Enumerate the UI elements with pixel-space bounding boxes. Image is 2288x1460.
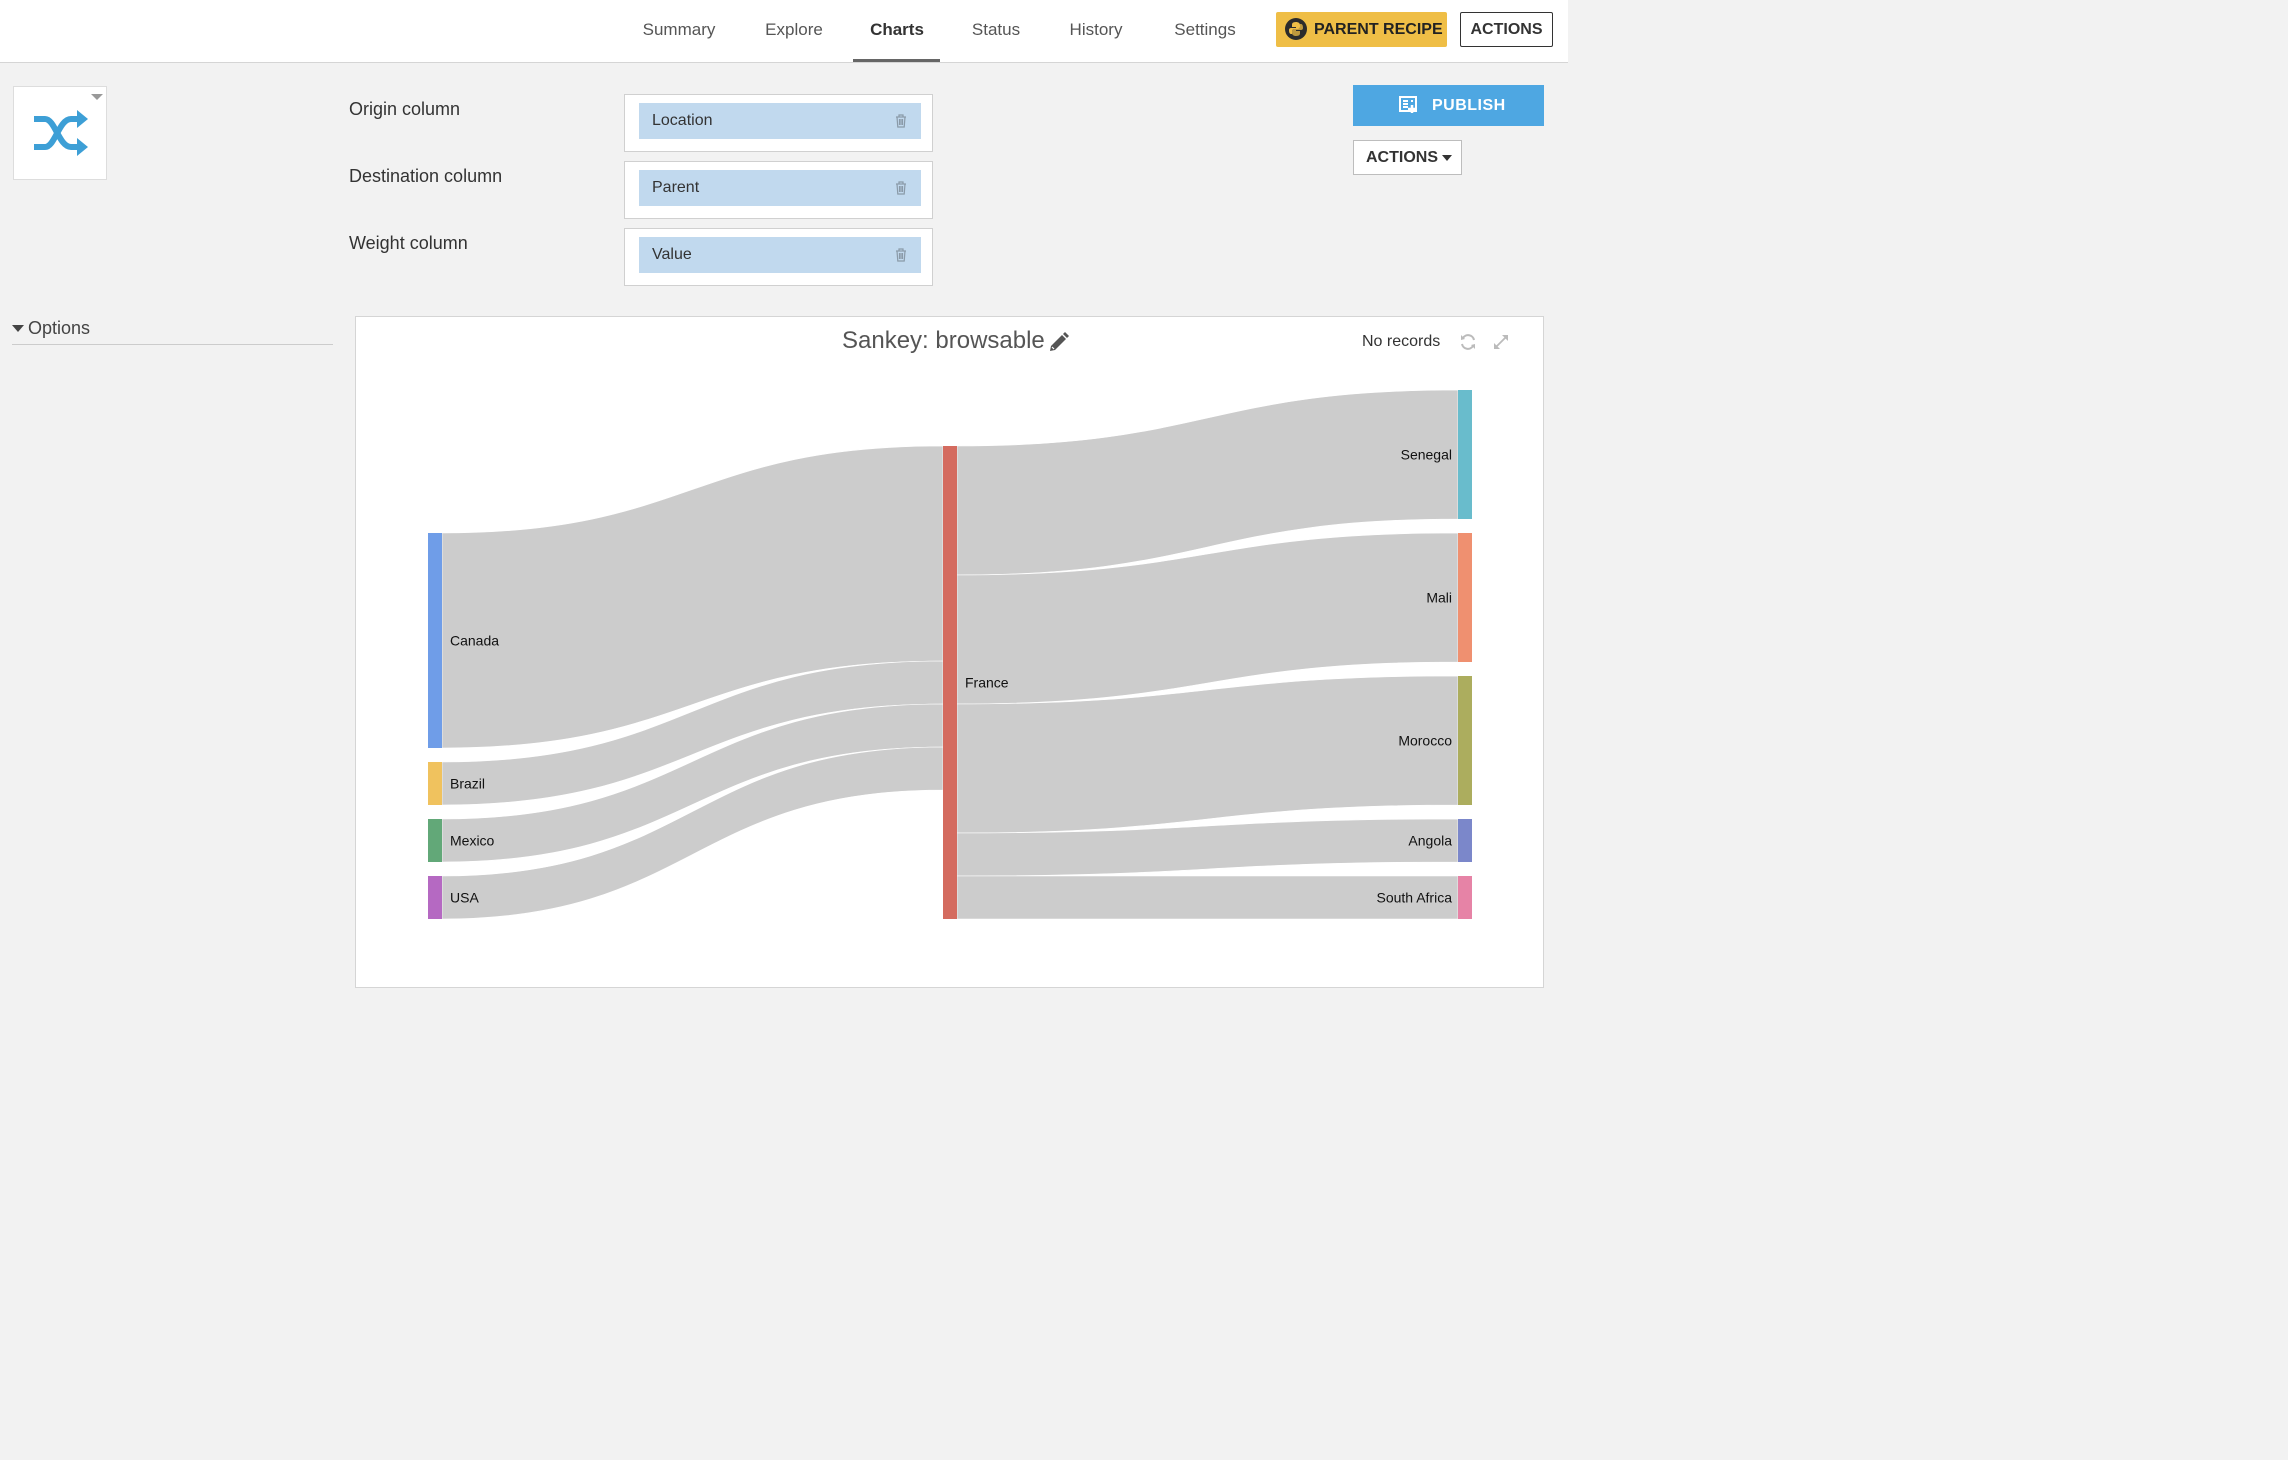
sankey-node-label-mexico: Mexico <box>450 833 495 849</box>
sankey-node-label-usa: USA <box>450 890 479 906</box>
options-label: Options <box>28 318 91 338</box>
caret-down-icon <box>1442 155 1452 161</box>
refresh-icon[interactable] <box>1459 333 1477 351</box>
chart-panel: Sankey: browsable No records Canada Brazi… <box>355 316 1544 988</box>
dashboard-add-icon <box>1399 96 1417 113</box>
sankey-node-senegal[interactable] <box>1458 390 1472 519</box>
weight-column-pill[interactable]: Value <box>639 237 921 273</box>
sankey-node-mexico[interactable] <box>428 819 442 862</box>
publish-label: PUBLISH <box>1432 97 1506 114</box>
origin-column-dropzone[interactable]: Location <box>624 94 933 152</box>
tab-explore[interactable]: Explore <box>765 20 823 39</box>
destination-column-pill[interactable]: Parent <box>639 170 921 206</box>
tab-history[interactable]: History <box>1069 20 1123 39</box>
trash-icon[interactable] <box>895 248 907 262</box>
top-nav: Summary Explore Charts Status History Se… <box>0 0 1568 63</box>
options-toggle[interactable]: Options <box>12 316 333 345</box>
expand-icon[interactable] <box>1492 333 1510 351</box>
origin-column-value: Location <box>652 112 713 129</box>
sankey-node-south-africa[interactable] <box>1458 876 1472 919</box>
origin-column-pill[interactable]: Location <box>639 103 921 139</box>
tab-summary[interactable]: Summary <box>642 20 716 39</box>
sankey-node-label-morocco: Morocco <box>1398 733 1452 749</box>
tab-charts[interactable]: Charts <box>870 20 924 39</box>
trash-icon[interactable] <box>895 114 907 128</box>
chart-actions-dropdown[interactable]: ACTIONS <box>1353 140 1462 175</box>
chart-title: Sankey: browsable <box>842 327 1045 354</box>
publish-button[interactable]: PUBLISH <box>1353 85 1544 126</box>
sankey-node-usa[interactable] <box>428 876 442 919</box>
sankey-node-label-france: France <box>965 675 1009 691</box>
origin-column-label: Origin column <box>349 99 461 119</box>
actions-top-button[interactable]: ACTIONS <box>1460 12 1553 47</box>
sankey-node-morocco[interactable] <box>1458 676 1472 805</box>
caret-down-icon <box>12 325 24 332</box>
python-icon <box>1285 18 1307 40</box>
weight-column-label: Weight column <box>349 233 468 253</box>
sankey-node-label-mali: Mali <box>1426 590 1452 606</box>
sankey-node-label-senegal: Senegal <box>1401 447 1452 463</box>
parent-recipe-label: PARENT RECIPE <box>1314 21 1443 38</box>
records-status: No records <box>1362 333 1441 350</box>
trash-icon[interactable] <box>895 181 907 195</box>
destination-column-dropzone[interactable]: Parent <box>624 161 933 219</box>
weight-column-dropzone[interactable]: Value <box>624 228 933 286</box>
sankey-node-label-canada: Canada <box>450 633 499 649</box>
tab-status[interactable]: Status <box>971 20 1021 39</box>
sankey-node-label-brazil: Brazil <box>450 776 485 792</box>
sankey-node-france[interactable] <box>943 446 957 919</box>
destination-column-label: Destination column <box>349 166 503 186</box>
weight-column-value: Value <box>652 246 692 263</box>
active-tab-indicator <box>853 59 940 62</box>
chevron-down-icon <box>91 94 103 100</box>
destination-column-value: Parent <box>652 179 700 196</box>
sankey-node-canada[interactable] <box>428 533 442 748</box>
sankey-node-label-south-africa: South Africa <box>1377 890 1453 906</box>
sankey-node-brazil[interactable] <box>428 762 442 805</box>
parent-recipe-button[interactable]: PARENT RECIPE <box>1276 12 1447 47</box>
sankey-node-mali[interactable] <box>1458 533 1472 662</box>
sankey-node-label-angola: Angola <box>1408 833 1452 849</box>
shuffle-icon <box>34 110 88 156</box>
sankey-chart: Canada Brazil Mexico USA France Senegal Mali Mo… <box>428 389 1472 920</box>
pencil-icon[interactable] <box>1048 331 1070 353</box>
tab-settings[interactable]: Settings <box>1174 20 1236 39</box>
sankey-node-angola[interactable] <box>1458 819 1472 862</box>
chart-type-selector[interactable] <box>13 86 107 180</box>
chart-actions-label: ACTIONS <box>1366 149 1438 166</box>
